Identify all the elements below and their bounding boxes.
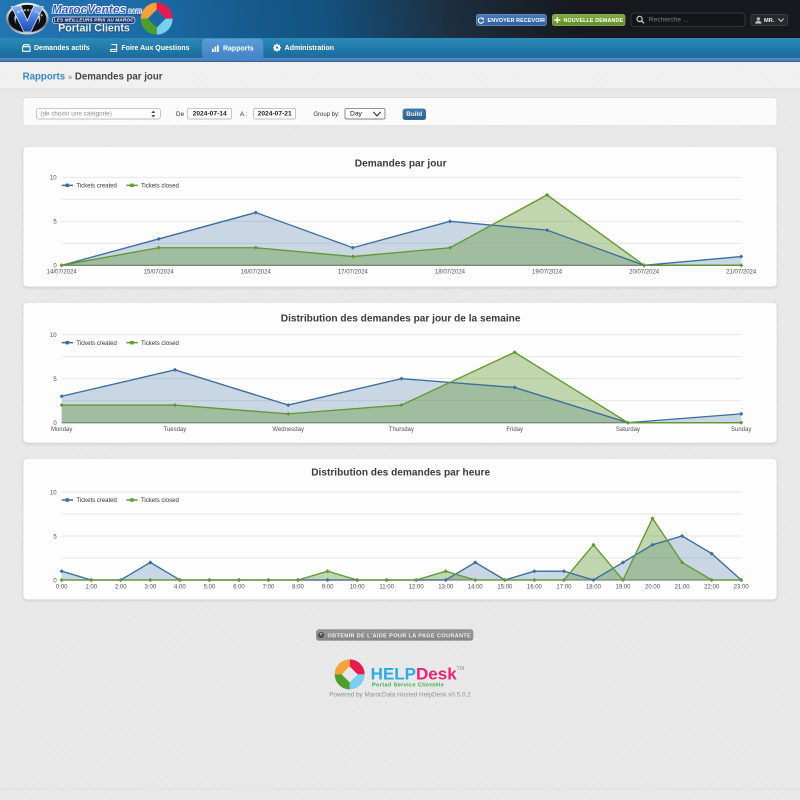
svg-text:0: 0 — [53, 421, 57, 427]
svg-text:16/07/2024: 16/07/2024 — [241, 270, 272, 276]
svg-text:18:00: 18:00 — [586, 584, 602, 590]
svg-text:Monday: Monday — [51, 427, 72, 433]
svg-text:18/07/2024: 18/07/2024 — [435, 270, 466, 276]
svg-text:Tickets created: Tickets created — [76, 184, 116, 190]
svg-text:5: 5 — [53, 534, 57, 540]
svg-text:17:00: 17:00 — [556, 584, 572, 590]
svg-text:0:00: 0:00 — [56, 584, 68, 590]
svg-text:Distribution des demandes par: Distribution des demandes par heure — [311, 467, 490, 478]
svg-text:10: 10 — [50, 176, 57, 182]
svg-text:5:00: 5:00 — [204, 584, 216, 590]
svg-text:19/07/2024: 19/07/2024 — [532, 270, 563, 276]
svg-text:6:00: 6:00 — [233, 584, 245, 590]
svg-text:4:00: 4:00 — [174, 584, 186, 590]
svg-text:5: 5 — [53, 377, 57, 383]
svg-text:Wednesday: Wednesday — [272, 427, 304, 433]
svg-text:Demandes par jour: Demandes par jour — [355, 158, 447, 169]
svg-text:20:00: 20:00 — [645, 584, 661, 590]
svg-text:8:00: 8:00 — [292, 584, 304, 590]
svg-text:Tickets closed: Tickets closed — [141, 184, 179, 190]
svg-text:12:00: 12:00 — [409, 584, 425, 590]
svg-text:13:00: 13:00 — [438, 584, 454, 590]
svg-text:9:00: 9:00 — [322, 584, 334, 590]
svg-text:14/07/2024: 14/07/2024 — [47, 270, 78, 276]
svg-text:10: 10 — [50, 333, 57, 339]
svg-text:Friday: Friday — [506, 427, 523, 433]
svg-text:5: 5 — [53, 220, 57, 226]
svg-text:Tuesday: Tuesday — [164, 427, 187, 433]
svg-text:20/07/2024: 20/07/2024 — [629, 270, 660, 276]
svg-text:23:00: 23:00 — [734, 584, 750, 590]
svg-text:21/07/2024: 21/07/2024 — [726, 270, 757, 276]
svg-text:Saturday: Saturday — [616, 427, 640, 433]
svg-text:Tickets created: Tickets created — [76, 498, 116, 504]
svg-text:1:00: 1:00 — [85, 584, 97, 590]
svg-text:0: 0 — [53, 264, 57, 270]
svg-text:7:00: 7:00 — [263, 584, 275, 590]
svg-text:10: 10 — [50, 490, 57, 496]
svg-text:Sunday: Sunday — [731, 427, 751, 433]
svg-text:19:00: 19:00 — [615, 584, 631, 590]
svg-text:Tickets closed: Tickets closed — [141, 498, 179, 504]
svg-text:Tickets closed: Tickets closed — [141, 341, 179, 347]
svg-text:14:00: 14:00 — [468, 584, 484, 590]
svg-text:Thursday: Thursday — [389, 427, 414, 433]
svg-text:Distribution des demandes par: Distribution des demandes par jour de la… — [281, 313, 521, 324]
svg-text:22:00: 22:00 — [704, 584, 720, 590]
svg-text:16:00: 16:00 — [527, 584, 543, 590]
svg-text:11:00: 11:00 — [379, 584, 394, 590]
svg-text:10:00: 10:00 — [350, 584, 366, 590]
svg-text:21:00: 21:00 — [675, 584, 691, 590]
svg-text:15/07/2024: 15/07/2024 — [144, 270, 175, 276]
svg-text:3:00: 3:00 — [144, 584, 156, 590]
svg-text:15:00: 15:00 — [497, 584, 513, 590]
svg-text:17/07/2024: 17/07/2024 — [338, 270, 369, 276]
svg-text:Tickets created: Tickets created — [76, 341, 116, 347]
svg-text:2:00: 2:00 — [115, 584, 127, 590]
svg-text:0: 0 — [53, 578, 57, 584]
